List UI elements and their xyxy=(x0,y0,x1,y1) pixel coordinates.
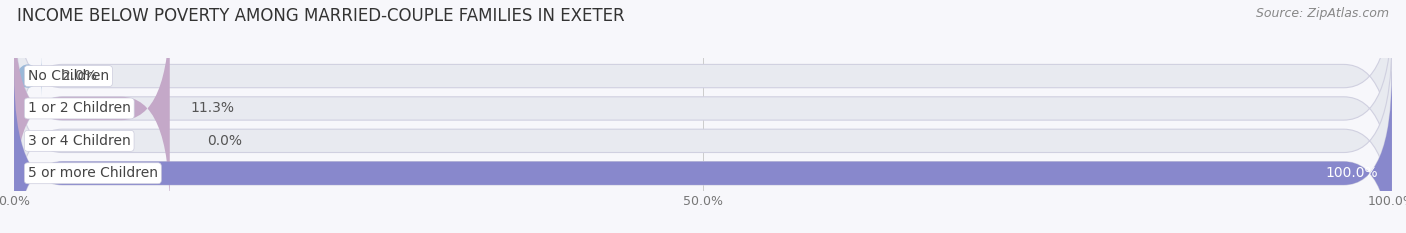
Text: 3 or 4 Children: 3 or 4 Children xyxy=(28,134,131,148)
Text: INCOME BELOW POVERTY AMONG MARRIED-COUPLE FAMILIES IN EXETER: INCOME BELOW POVERTY AMONG MARRIED-COUPL… xyxy=(17,7,624,25)
FancyBboxPatch shape xyxy=(14,55,42,97)
Text: 11.3%: 11.3% xyxy=(190,101,235,116)
FancyBboxPatch shape xyxy=(14,72,1392,233)
Text: 1 or 2 Children: 1 or 2 Children xyxy=(28,101,131,116)
FancyBboxPatch shape xyxy=(14,7,170,210)
FancyBboxPatch shape xyxy=(14,72,1392,233)
Text: No Children: No Children xyxy=(28,69,108,83)
Text: 0.0%: 0.0% xyxy=(207,134,242,148)
Text: 2.0%: 2.0% xyxy=(62,69,97,83)
FancyBboxPatch shape xyxy=(14,0,1392,178)
Text: 5 or more Children: 5 or more Children xyxy=(28,166,157,180)
Text: 100.0%: 100.0% xyxy=(1326,166,1378,180)
Text: Source: ZipAtlas.com: Source: ZipAtlas.com xyxy=(1256,7,1389,20)
FancyBboxPatch shape xyxy=(14,39,1392,233)
FancyBboxPatch shape xyxy=(14,7,1392,210)
